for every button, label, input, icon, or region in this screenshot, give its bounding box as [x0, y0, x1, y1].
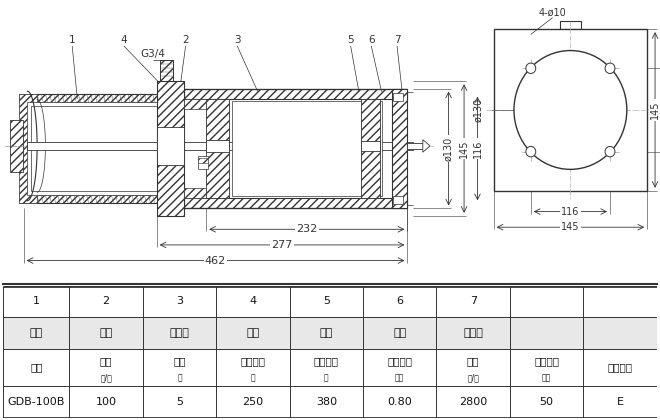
- Bar: [494, 29, 647, 191]
- Polygon shape: [423, 140, 430, 152]
- Text: ø130: ø130: [474, 98, 484, 122]
- Text: 232: 232: [296, 224, 317, 234]
- Bar: [27, 142, 412, 150]
- Text: 3: 3: [176, 297, 183, 307]
- Bar: [3, 349, 657, 386]
- Bar: [392, 89, 407, 208]
- Text: 搞拌器: 搞拌器: [463, 328, 483, 338]
- Text: 116: 116: [561, 207, 579, 217]
- Text: 伏: 伏: [324, 374, 329, 383]
- Bar: [3, 318, 657, 349]
- Text: 5: 5: [176, 397, 183, 407]
- Text: 叶轮: 叶轮: [319, 328, 333, 338]
- Bar: [18, 195, 165, 203]
- Text: 5: 5: [347, 34, 354, 45]
- Text: 颗定频率: 颗定频率: [534, 356, 559, 366]
- Bar: [393, 93, 403, 101]
- Text: 轴承: 轴承: [246, 328, 259, 338]
- Bar: [361, 141, 380, 151]
- Text: 145: 145: [459, 139, 469, 158]
- Bar: [183, 198, 407, 208]
- Text: 250: 250: [242, 397, 263, 407]
- Bar: [183, 188, 206, 198]
- Bar: [206, 140, 229, 152]
- Bar: [232, 101, 381, 196]
- Text: 5: 5: [323, 297, 330, 307]
- Text: 颗定电流: 颗定电流: [387, 356, 412, 366]
- Text: 7: 7: [470, 297, 477, 307]
- Text: 瓦: 瓦: [251, 374, 255, 383]
- Bar: [198, 156, 209, 169]
- Text: 后盖: 后盖: [393, 328, 407, 338]
- Text: 3: 3: [234, 34, 240, 45]
- Bar: [560, 21, 581, 29]
- Text: 转/分: 转/分: [467, 374, 479, 383]
- Text: 0.80: 0.80: [387, 397, 412, 407]
- Circle shape: [605, 63, 615, 74]
- Text: 电机: 电机: [30, 328, 43, 338]
- Bar: [393, 196, 403, 204]
- Bar: [157, 81, 183, 216]
- Text: G3/4: G3/4: [140, 49, 165, 59]
- Text: 277: 277: [271, 240, 293, 250]
- Text: 2800: 2800: [459, 397, 487, 407]
- Text: 2: 2: [102, 297, 110, 307]
- Text: 赫兹: 赫兹: [542, 374, 551, 383]
- Text: 4-ø10: 4-ø10: [539, 8, 566, 18]
- Bar: [11, 120, 22, 172]
- Circle shape: [605, 147, 615, 157]
- Bar: [27, 102, 157, 195]
- Text: 145: 145: [561, 222, 579, 232]
- Text: 泵体: 泵体: [100, 328, 113, 338]
- Bar: [361, 99, 380, 198]
- Text: 4: 4: [249, 297, 257, 307]
- Text: 1: 1: [69, 34, 75, 45]
- Bar: [183, 99, 206, 110]
- Bar: [3, 286, 657, 318]
- Text: 型号: 型号: [30, 362, 43, 373]
- Text: GDB-100B: GDB-100B: [8, 397, 65, 407]
- Text: 7: 7: [394, 34, 401, 45]
- Text: 转速: 转速: [467, 356, 479, 366]
- Text: 116: 116: [473, 139, 482, 158]
- Circle shape: [526, 147, 536, 157]
- Bar: [206, 99, 229, 198]
- Text: 50: 50: [540, 397, 554, 407]
- Bar: [3, 386, 657, 418]
- Text: 升/分: 升/分: [100, 374, 112, 383]
- Bar: [183, 89, 407, 99]
- Text: 转子轴: 转子轴: [170, 328, 189, 338]
- Text: 安歇: 安歇: [395, 374, 405, 383]
- Text: 扬程: 扬程: [173, 356, 185, 366]
- Bar: [198, 158, 209, 163]
- Circle shape: [514, 50, 627, 169]
- Text: 1: 1: [33, 297, 40, 307]
- Text: 462: 462: [205, 255, 226, 265]
- Text: 颗定功率: 颗定功率: [240, 356, 265, 366]
- Bar: [407, 143, 423, 149]
- Bar: [160, 60, 173, 81]
- Text: 绵缘等级: 绵缘等级: [607, 362, 632, 373]
- Text: 2: 2: [182, 34, 189, 45]
- Bar: [18, 94, 165, 102]
- Text: 6: 6: [368, 34, 375, 45]
- Text: 流量: 流量: [100, 356, 112, 366]
- Text: 380: 380: [315, 397, 337, 407]
- Text: E: E: [616, 397, 624, 407]
- Text: ø130: ø130: [444, 136, 453, 160]
- Bar: [31, 106, 163, 191]
- Text: 6: 6: [396, 297, 403, 307]
- Text: 米: 米: [177, 374, 182, 383]
- Text: 颗定电压: 颗定电压: [314, 356, 339, 366]
- Bar: [157, 127, 183, 165]
- Text: 4: 4: [120, 34, 127, 45]
- Circle shape: [526, 63, 536, 74]
- Text: 145: 145: [650, 101, 660, 119]
- Bar: [18, 94, 37, 203]
- Text: 100: 100: [96, 397, 117, 407]
